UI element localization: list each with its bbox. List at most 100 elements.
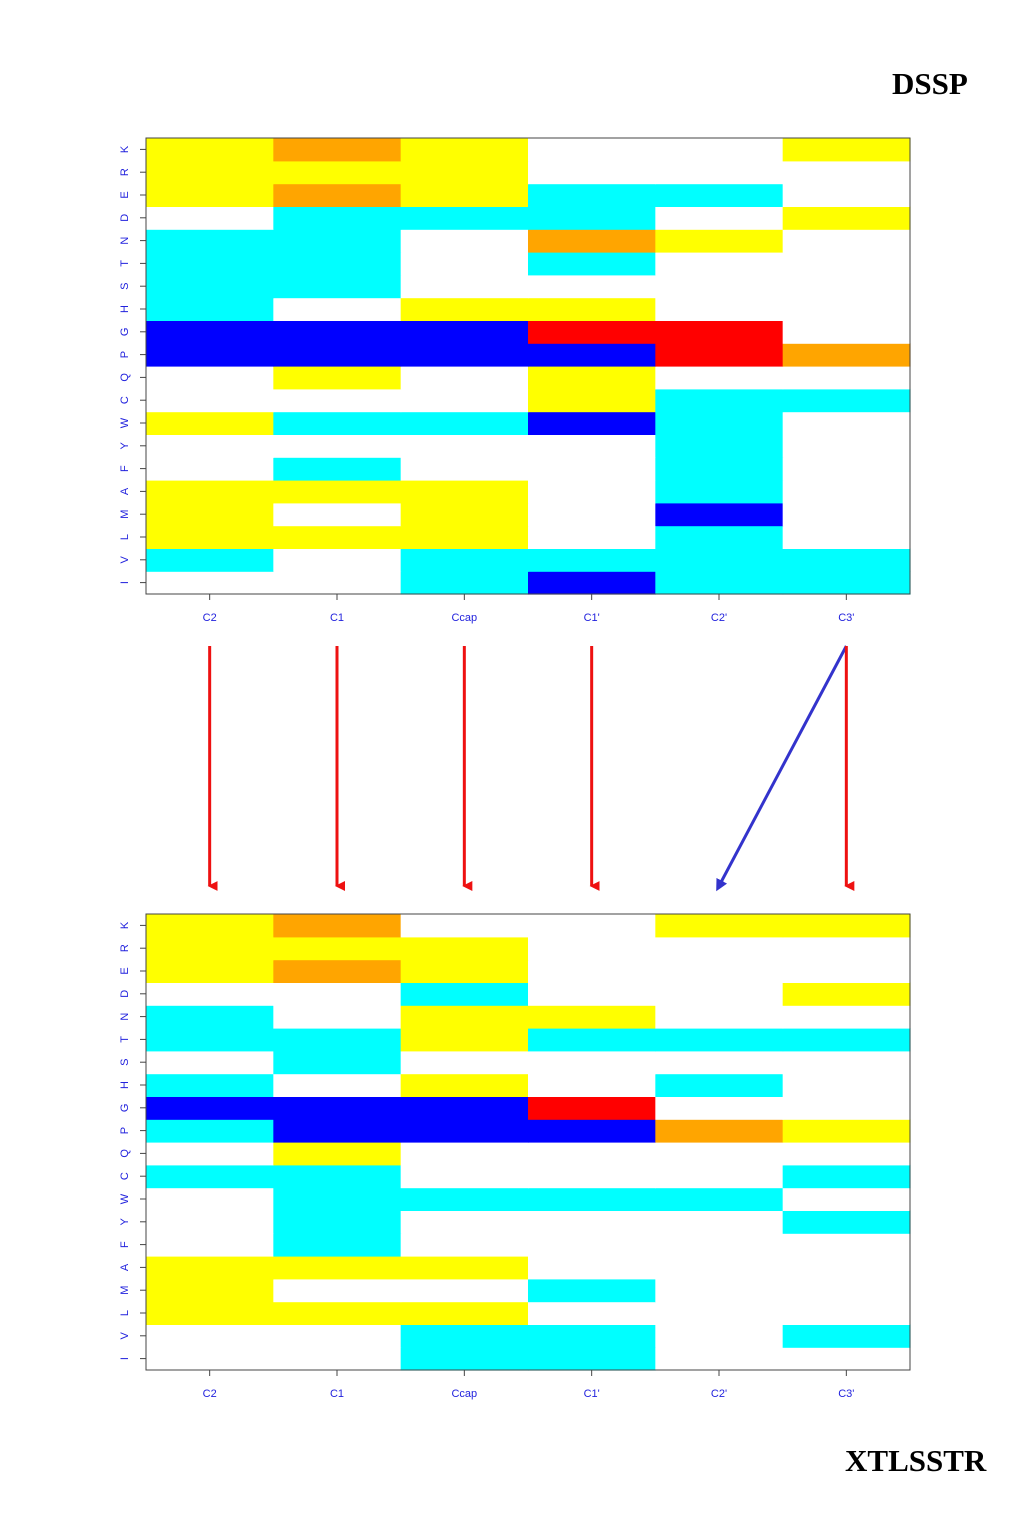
dssp-cell-K-C1': [528, 138, 656, 162]
dssp-cell-K-C2': [655, 138, 784, 162]
dssp-cell-M-C1: [273, 502, 402, 527]
dssp-cell-K-C1: [273, 138, 402, 162]
dssp-cell-Y-C2: [146, 434, 274, 458]
dssp-cell-I-Ccap: [400, 571, 529, 595]
xtlsstr-cell-F-C3': [782, 1233, 911, 1257]
dssp-cell-D-C1': [528, 206, 656, 230]
xtlsstr-cell-I-C1: [273, 1347, 402, 1371]
dssp-cell-A-C1': [528, 480, 656, 504]
dssp-y-tick-label: Y: [119, 441, 131, 449]
dssp-x-tick-label: Ccap: [451, 612, 477, 624]
dssp-cell-T-C3': [782, 252, 911, 276]
dssp-cell-Q-C3': [782, 366, 911, 390]
xtlsstr-cell-K-C2: [146, 914, 274, 938]
xtlsstr-cell-P-C2: [146, 1119, 274, 1143]
xtlsstr-cell-F-C2: [146, 1233, 274, 1257]
xtlsstr-cell-E-Ccap: [400, 959, 529, 983]
xtlsstr-x-tick-label: C3': [838, 1388, 854, 1400]
xtlsstr-cell-L-C2': [655, 1301, 784, 1325]
dssp-cell-C-Ccap: [400, 388, 529, 413]
xtlsstr-cell-C-Ccap: [400, 1164, 529, 1189]
xtlsstr-cell-T-C1: [273, 1028, 402, 1052]
dssp-x-tick-label: C1: [330, 612, 344, 624]
xtlsstr-cell-I-Ccap: [400, 1347, 529, 1371]
dssp-cell-M-C2: [146, 502, 274, 527]
xtlsstr-cell-R-C1': [528, 936, 656, 961]
dssp-cell-F-C2': [655, 457, 784, 481]
xtlsstr-cell-K-C1: [273, 914, 402, 938]
xtlsstr-cell-H-C1: [273, 1073, 402, 1097]
xtlsstr-cell-H-C1': [528, 1073, 656, 1097]
xtlsstr-cell-P-C2': [655, 1119, 784, 1143]
dssp-cell-E-C2': [655, 183, 784, 207]
dssp-cell-L-C2: [146, 525, 274, 549]
dssp-y-tick-label: A: [119, 487, 131, 495]
xtlsstr-cell-C-C2': [655, 1164, 784, 1189]
dssp-cell-W-C3': [782, 411, 911, 435]
dssp-y-tick-label: F: [119, 465, 131, 472]
dssp-cell-Q-C1': [528, 366, 656, 390]
xtlsstr-cell-W-C2': [655, 1187, 784, 1211]
dssp-cell-S-C1: [273, 274, 402, 299]
dssp-cell-A-C1: [273, 480, 402, 504]
xtlsstr-cell-E-C2': [655, 959, 784, 983]
dssp-cell-R-C3': [782, 160, 911, 185]
dssp-cell-V-C1': [528, 548, 656, 572]
dssp-cell-F-C1: [273, 457, 402, 481]
dssp-y-tick-label: E: [119, 191, 131, 198]
dssp-y-tick-label: K: [119, 145, 131, 153]
xtlsstr-cell-D-C1': [528, 982, 656, 1006]
xtlsstr-cell-I-C1': [528, 1347, 656, 1371]
dssp-y-tick-label: H: [119, 305, 131, 313]
dssp-cell-S-C2': [655, 274, 784, 299]
xtlsstr-x-tick-label: Ccap: [451, 1388, 477, 1400]
xtlsstr-cell-K-C2': [655, 914, 784, 938]
xtlsstr-cell-Y-C2': [655, 1210, 784, 1234]
xtlsstr-cell-M-C2: [146, 1278, 274, 1303]
dssp-y-tick-label: M: [119, 510, 131, 519]
xtlsstr-y-tick-label: G: [119, 1104, 131, 1113]
xtlsstr-cell-W-C1': [528, 1187, 656, 1211]
dssp-cell-I-C2': [655, 571, 784, 595]
xtlsstr-cell-N-C3': [782, 1005, 911, 1029]
dssp-cell-C-C1': [528, 388, 656, 413]
dssp-cell-W-Ccap: [400, 411, 529, 435]
xtlsstr-cell-L-C3': [782, 1301, 911, 1325]
xtlsstr-cell-C-C1: [273, 1164, 402, 1189]
dssp-cell-D-C2: [146, 206, 274, 230]
xtlsstr-cell-A-Ccap: [400, 1256, 529, 1280]
xtlsstr-cell-E-C3': [782, 959, 911, 983]
xtlsstr-cell-A-C1: [273, 1256, 402, 1280]
xtlsstr-cell-C-C1': [528, 1164, 656, 1189]
dssp-label: DSSP: [892, 66, 968, 101]
xtlsstr-cell-H-C3': [782, 1073, 911, 1097]
dssp-cell-A-C2': [655, 480, 784, 504]
xtlsstr-y-tick-label: A: [119, 1263, 131, 1271]
xtlsstr-cell-L-C2: [146, 1301, 274, 1325]
xtlsstr-y-tick-label: K: [119, 921, 131, 929]
dssp-cell-Y-C2': [655, 434, 784, 458]
dssp-cell-L-Ccap: [400, 525, 529, 549]
xtlsstr-cell-H-C2': [655, 1073, 784, 1097]
arrow-C3'-to-C2': [716, 645, 848, 892]
dssp-cell-R-C2': [655, 160, 784, 185]
xtlsstr-cell-F-C1: [273, 1233, 402, 1257]
dssp-cell-L-C1': [528, 525, 656, 549]
dssp-cell-S-C3': [782, 274, 911, 299]
xtlsstr-cell-Q-C1': [528, 1142, 656, 1166]
dssp-cell-R-C1': [528, 160, 656, 185]
xtlsstr-cell-P-C1: [273, 1119, 402, 1143]
xtlsstr-y-tick-label: M: [119, 1286, 131, 1295]
dssp-cell-E-C3': [782, 183, 911, 207]
dssp-y-tick-label: W: [119, 417, 131, 428]
dssp-cell-H-C2: [146, 297, 274, 321]
dssp-cell-C-C2': [655, 388, 784, 413]
xtlsstr-cell-V-C1: [273, 1324, 402, 1348]
dssp-cell-M-C1': [528, 502, 656, 527]
dssp-cell-D-Ccap: [400, 206, 529, 230]
xtlsstr-y-tick-label: V: [119, 1331, 131, 1339]
xtlsstr-cell-E-C1: [273, 959, 402, 983]
xtlsstr-cell-Y-Ccap: [400, 1210, 529, 1234]
xtlsstr-cell-S-C1': [528, 1050, 656, 1075]
xtlsstr-cell-R-C3': [782, 936, 911, 961]
